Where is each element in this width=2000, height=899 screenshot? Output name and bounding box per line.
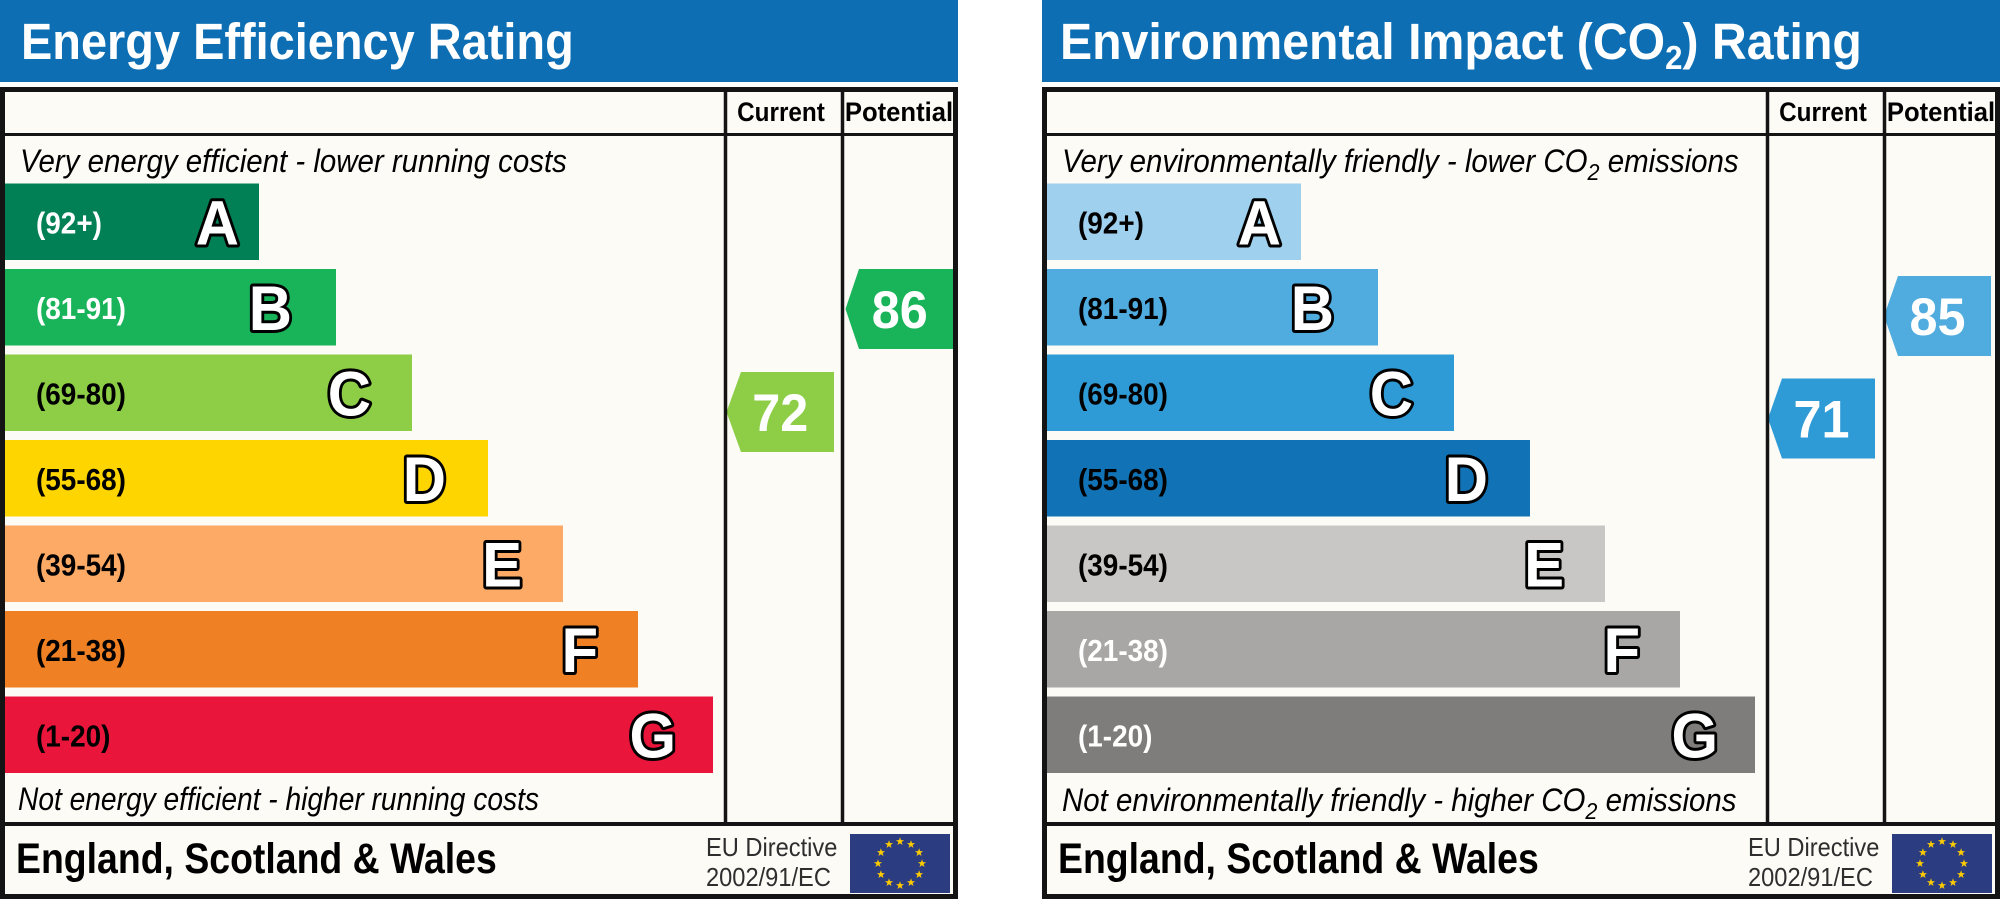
svg-text:Potential: Potential — [845, 96, 953, 127]
svg-text:England, Scotland & Wales: England, Scotland & Wales — [16, 835, 497, 883]
svg-text:(55-68): (55-68) — [1078, 463, 1168, 498]
svg-text:F: F — [1603, 616, 1640, 687]
svg-text:2002/91/EC: 2002/91/EC — [1748, 864, 1873, 892]
svg-text:(21-38): (21-38) — [1078, 634, 1168, 669]
svg-text:E: E — [482, 530, 522, 601]
svg-text:(81-91): (81-91) — [36, 292, 126, 327]
svg-text:(21-38): (21-38) — [36, 634, 126, 669]
svg-text:(39-54): (39-54) — [1078, 548, 1168, 583]
svg-text:86: 86 — [872, 280, 928, 339]
svg-text:(55-68): (55-68) — [36, 463, 126, 498]
svg-text:Current: Current — [1779, 98, 1867, 127]
svg-text:Environmental Impact (CO2) Rat: Environmental Impact (CO2) Rating — [1060, 13, 1862, 76]
svg-text:Current: Current — [737, 98, 825, 127]
svg-text:D: D — [1445, 445, 1488, 516]
svg-text:EU Directive: EU Directive — [1748, 834, 1879, 862]
svg-text:2002/91/EC: 2002/91/EC — [706, 864, 831, 892]
svg-text:(1-20): (1-20) — [1078, 719, 1152, 754]
svg-text:EU Directive: EU Directive — [706, 834, 837, 862]
svg-text:E: E — [1524, 530, 1564, 601]
svg-text:Potential: Potential — [1887, 96, 1995, 127]
svg-text:C: C — [1370, 359, 1413, 430]
svg-text:A: A — [1238, 188, 1281, 259]
svg-text:(92+): (92+) — [36, 206, 102, 241]
svg-text:(1-20): (1-20) — [36, 719, 110, 754]
svg-text:England, Scotland & Wales: England, Scotland & Wales — [1058, 835, 1539, 883]
svg-text:Very environmentally friendly: Very environmentally friendly - lower CO… — [1062, 143, 1739, 185]
svg-text:A: A — [196, 188, 239, 259]
svg-text:Very energy efficient - lower: Very energy efficient - lower running co… — [20, 143, 567, 179]
svg-text:Not environmentally friendly -: Not environmentally friendly - higher CO… — [1062, 782, 1736, 824]
svg-text:G: G — [629, 701, 676, 772]
svg-text:72: 72 — [752, 383, 808, 442]
svg-text:(81-91): (81-91) — [1078, 292, 1168, 327]
svg-text:B: B — [249, 274, 292, 345]
svg-text:(69-80): (69-80) — [36, 377, 126, 412]
svg-text:(92+): (92+) — [1078, 206, 1144, 241]
svg-text:(39-54): (39-54) — [36, 548, 126, 583]
svg-text:C: C — [328, 359, 371, 430]
svg-text:G: G — [1671, 701, 1718, 772]
svg-text:F: F — [561, 616, 598, 687]
svg-text:85: 85 — [1909, 287, 1965, 346]
svg-text:B: B — [1291, 274, 1334, 345]
svg-text:Energy Efficiency Rating: Energy Efficiency Rating — [21, 14, 574, 70]
svg-text:Not energy efficient - higher: Not energy efficient - higher running co… — [18, 782, 539, 817]
svg-text:D: D — [403, 445, 446, 516]
svg-text:71: 71 — [1793, 389, 1849, 448]
svg-text:(69-80): (69-80) — [1078, 377, 1168, 412]
